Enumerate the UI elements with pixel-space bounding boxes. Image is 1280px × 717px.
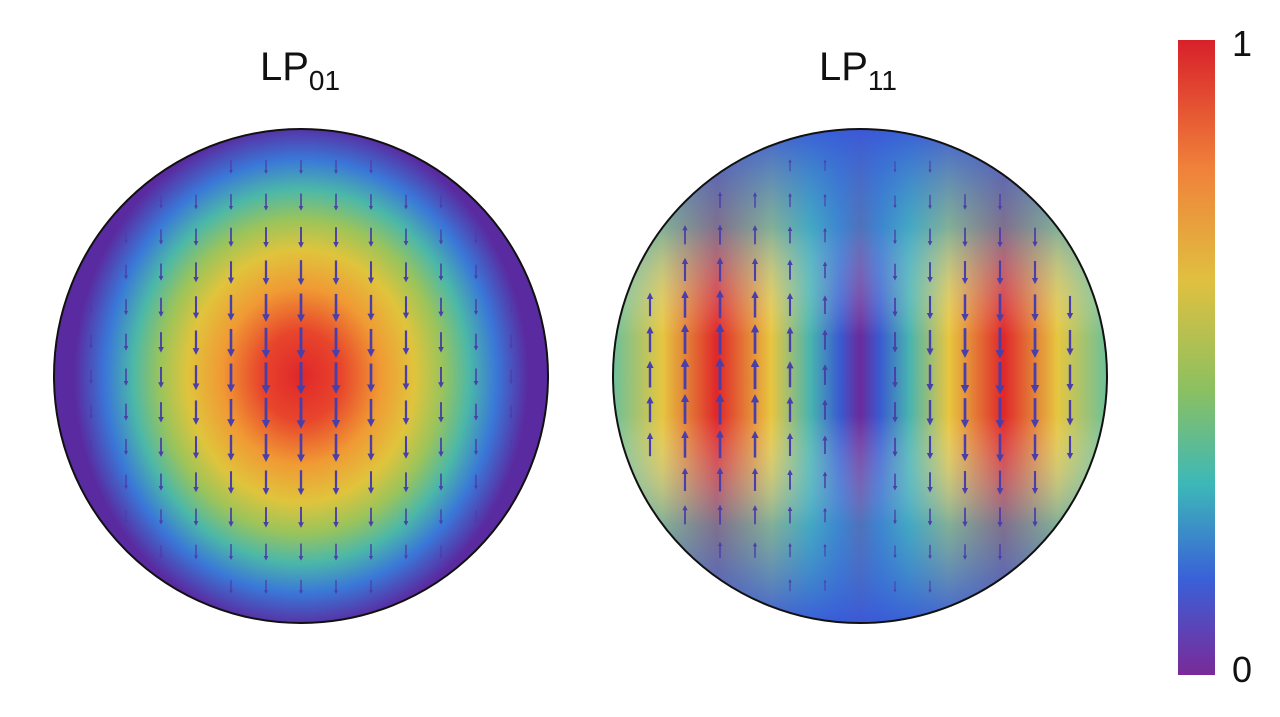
- colorbar: [1178, 40, 1215, 675]
- panel-title: LP01: [260, 45, 340, 96]
- panel-title: LP11: [819, 45, 897, 96]
- intensity-falloff: [613, 129, 1107, 623]
- colorbar-min: 0: [1232, 649, 1252, 690]
- field-arrows: [89, 159, 1074, 595]
- title-subscript: 01: [309, 65, 340, 96]
- title-main: LP: [819, 45, 868, 89]
- title-main: LP: [260, 45, 309, 89]
- title-subscript: 11: [868, 65, 897, 96]
- mode-profile: [613, 129, 1107, 623]
- colorbar-max: 1: [1232, 23, 1252, 64]
- mode-boundary: [612, 128, 1108, 624]
